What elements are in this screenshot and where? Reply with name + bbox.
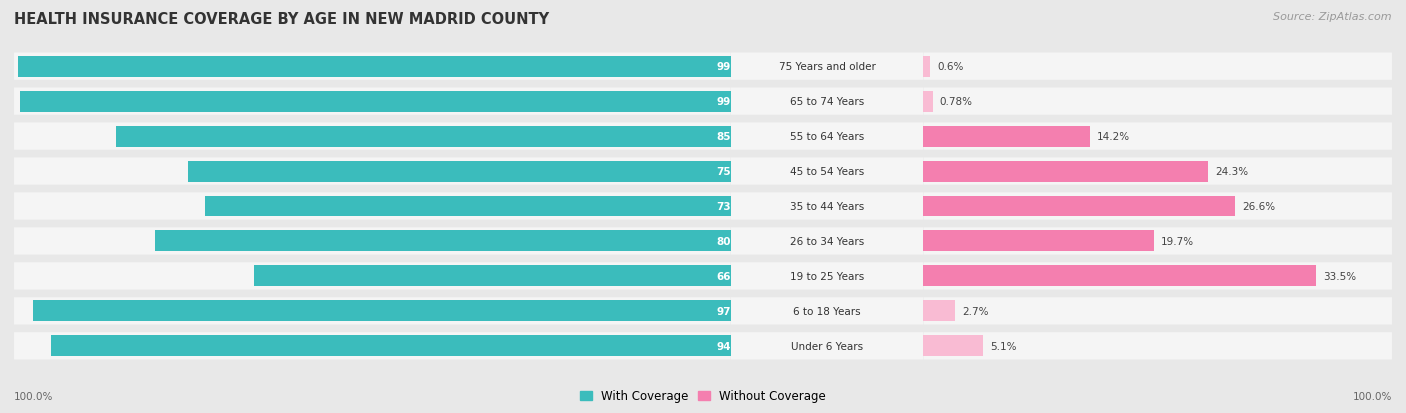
Text: 33.5%: 33.5%: [1323, 271, 1355, 281]
Text: 75.7%: 75.7%: [716, 166, 752, 177]
Text: 0.78%: 0.78%: [939, 97, 973, 107]
Text: 6 to 18 Years: 6 to 18 Years: [793, 306, 860, 316]
Text: 19.7%: 19.7%: [1161, 236, 1194, 247]
Bar: [924, 57, 931, 78]
Text: 5.1%: 5.1%: [990, 341, 1017, 351]
Bar: [188, 161, 731, 182]
FancyBboxPatch shape: [731, 53, 924, 81]
FancyBboxPatch shape: [14, 297, 731, 325]
Bar: [924, 91, 932, 112]
Text: 97.3%: 97.3%: [716, 306, 752, 316]
FancyBboxPatch shape: [14, 123, 731, 150]
FancyBboxPatch shape: [731, 263, 924, 290]
Text: 99.2%: 99.2%: [716, 97, 752, 107]
Text: 73.4%: 73.4%: [716, 202, 752, 211]
FancyBboxPatch shape: [14, 228, 731, 255]
Bar: [924, 335, 983, 356]
FancyBboxPatch shape: [14, 53, 731, 81]
FancyBboxPatch shape: [731, 158, 924, 185]
FancyBboxPatch shape: [924, 88, 1392, 116]
Bar: [205, 196, 731, 217]
Text: 66.5%: 66.5%: [716, 271, 752, 281]
FancyBboxPatch shape: [924, 332, 1392, 360]
FancyBboxPatch shape: [731, 332, 924, 360]
FancyBboxPatch shape: [924, 297, 1392, 325]
FancyBboxPatch shape: [731, 123, 924, 150]
Bar: [924, 266, 1316, 287]
FancyBboxPatch shape: [924, 193, 1392, 220]
Bar: [924, 231, 1154, 252]
Text: 26.6%: 26.6%: [1241, 202, 1275, 211]
Text: 0.6%: 0.6%: [938, 62, 965, 72]
Text: Source: ZipAtlas.com: Source: ZipAtlas.com: [1274, 12, 1392, 22]
Text: 45 to 54 Years: 45 to 54 Years: [790, 166, 865, 177]
Bar: [115, 126, 731, 147]
FancyBboxPatch shape: [924, 158, 1392, 185]
Text: 100.0%: 100.0%: [1353, 391, 1392, 401]
Text: 24.3%: 24.3%: [1215, 166, 1249, 177]
Bar: [924, 196, 1234, 217]
Text: 75 Years and older: 75 Years and older: [779, 62, 876, 72]
FancyBboxPatch shape: [731, 297, 924, 325]
FancyBboxPatch shape: [924, 123, 1392, 150]
Bar: [924, 301, 955, 322]
FancyBboxPatch shape: [14, 263, 731, 290]
Legend: With Coverage, Without Coverage: With Coverage, Without Coverage: [575, 385, 831, 407]
FancyBboxPatch shape: [924, 53, 1392, 81]
Text: Under 6 Years: Under 6 Years: [792, 341, 863, 351]
FancyBboxPatch shape: [924, 263, 1392, 290]
Text: 65 to 74 Years: 65 to 74 Years: [790, 97, 865, 107]
Bar: [51, 335, 731, 356]
Bar: [34, 301, 731, 322]
FancyBboxPatch shape: [14, 332, 731, 360]
FancyBboxPatch shape: [731, 228, 924, 255]
Bar: [924, 161, 1208, 182]
Bar: [18, 57, 731, 78]
Text: 80.3%: 80.3%: [716, 236, 752, 247]
FancyBboxPatch shape: [731, 193, 924, 220]
Text: 55 to 64 Years: 55 to 64 Years: [790, 132, 865, 142]
FancyBboxPatch shape: [731, 88, 924, 116]
Text: 99.4%: 99.4%: [716, 62, 752, 72]
Bar: [20, 91, 731, 112]
Text: 2.7%: 2.7%: [962, 306, 988, 316]
Text: 26 to 34 Years: 26 to 34 Years: [790, 236, 865, 247]
FancyBboxPatch shape: [14, 88, 731, 116]
FancyBboxPatch shape: [924, 228, 1392, 255]
Bar: [254, 266, 731, 287]
Text: HEALTH INSURANCE COVERAGE BY AGE IN NEW MADRID COUNTY: HEALTH INSURANCE COVERAGE BY AGE IN NEW …: [14, 12, 550, 27]
Text: 100.0%: 100.0%: [14, 391, 53, 401]
FancyBboxPatch shape: [14, 158, 731, 185]
Text: 85.8%: 85.8%: [716, 132, 752, 142]
Text: 19 to 25 Years: 19 to 25 Years: [790, 271, 865, 281]
Text: 35 to 44 Years: 35 to 44 Years: [790, 202, 865, 211]
Text: 14.2%: 14.2%: [1097, 132, 1130, 142]
Bar: [155, 231, 731, 252]
FancyBboxPatch shape: [14, 193, 731, 220]
Bar: [924, 126, 1090, 147]
Text: 94.9%: 94.9%: [716, 341, 752, 351]
